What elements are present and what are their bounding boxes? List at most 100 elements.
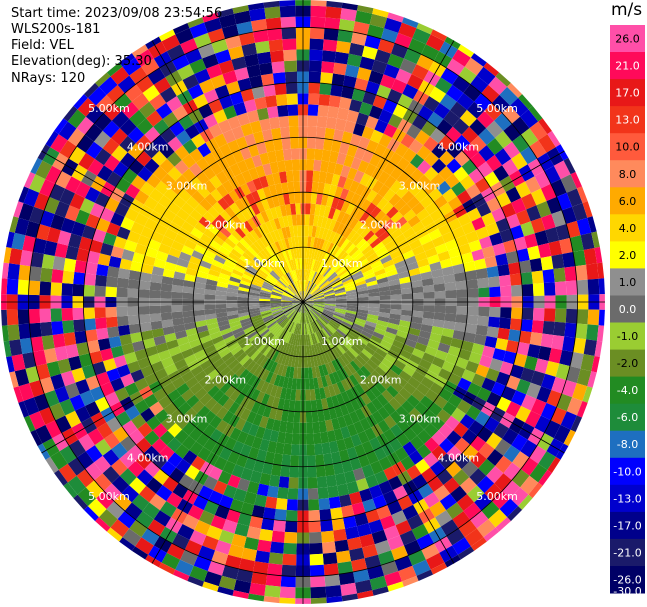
velocity-gate — [340, 379, 351, 392]
velocity-gate — [292, 258, 297, 270]
velocity-gate — [209, 353, 222, 365]
velocity-gate — [373, 143, 387, 158]
velocity-gate — [402, 227, 416, 239]
velocity-gate — [315, 274, 324, 285]
velocity-gate — [324, 217, 333, 230]
velocity-gate — [171, 284, 184, 293]
velocity-gate — [339, 325, 350, 334]
velocity-gate — [366, 189, 378, 203]
velocity-gate — [366, 450, 379, 465]
velocity-gate — [95, 491, 114, 510]
velocity-gate — [284, 343, 291, 355]
velocity-gate — [318, 498, 331, 510]
velocity-gate — [264, 451, 275, 464]
velocity-gate — [283, 193, 291, 205]
velocity-gate — [28, 280, 41, 296]
velocity-gate — [159, 430, 175, 446]
velocity-gate — [305, 312, 310, 324]
velocity-gate — [140, 226, 155, 239]
velocity-gate — [430, 173, 445, 188]
velocity-gate — [312, 421, 321, 434]
velocity-gate — [103, 483, 122, 502]
velocity-gate — [324, 574, 341, 587]
velocity-gate — [262, 314, 274, 321]
velocity-gate — [255, 550, 270, 564]
velocity-gate — [511, 469, 530, 488]
velocity-gate — [171, 240, 185, 252]
velocity-gate — [225, 35, 242, 50]
velocity-gate — [371, 410, 384, 424]
velocity-gate — [357, 590, 374, 599]
velocity-gate — [328, 207, 336, 220]
velocity-gate — [397, 93, 413, 109]
velocity-gate — [260, 381, 270, 394]
velocity-gate — [444, 313, 457, 323]
velocity-gate — [499, 86, 519, 106]
velocity-gate — [322, 552, 338, 565]
velocity-gate — [416, 23, 433, 35]
velocity-gate — [177, 64, 195, 80]
velocity-gate — [328, 231, 337, 243]
colorbar-tick-label: 13.0 — [615, 114, 640, 127]
velocity-gate — [566, 220, 581, 238]
velocity-gate — [336, 438, 347, 452]
velocity-gate — [202, 166, 216, 180]
velocity-gate — [315, 354, 322, 367]
velocity-gate — [261, 264, 272, 274]
velocity-gate — [540, 256, 554, 271]
velocity-gate — [414, 251, 428, 262]
velocity-gate — [362, 498, 377, 513]
velocity-gate — [561, 206, 577, 224]
velocity-gate — [257, 326, 269, 336]
velocity-gate — [321, 283, 332, 291]
velocity-gate — [360, 392, 372, 405]
velocity-gate — [303, 294, 312, 302]
velocity-gate — [251, 190, 261, 203]
velocity-gate — [597, 325, 605, 342]
velocity-gate — [309, 542, 323, 555]
velocity-gate — [412, 304, 424, 312]
velocity-gate — [259, 328, 270, 338]
velocity-gate — [206, 322, 219, 331]
velocity-gate — [294, 400, 301, 412]
velocity-gate — [320, 72, 334, 85]
velocity-gate — [270, 541, 284, 554]
velocity-gate — [134, 377, 149, 392]
velocity-gate — [203, 364, 216, 376]
colorbar-tick-label: -21.0 — [613, 546, 641, 559]
velocity-gate — [255, 200, 266, 213]
velocity-gate — [476, 519, 496, 538]
velocity-gate — [376, 84, 392, 100]
velocity-gate — [300, 280, 303, 292]
velocity-gate — [369, 437, 382, 451]
velocity-gate — [282, 292, 294, 298]
velocity-gate — [320, 160, 329, 173]
velocity-gate — [222, 129, 236, 144]
velocity-gate — [529, 140, 547, 159]
velocity-gate — [211, 373, 224, 386]
velocity-gate — [95, 317, 107, 330]
velocity-gate — [398, 221, 412, 234]
velocity-gate — [205, 313, 217, 320]
velocity-gate — [461, 460, 479, 478]
azimuth-spoke — [302, 40, 455, 303]
velocity-gate — [331, 260, 341, 271]
velocity-gate — [312, 272, 319, 283]
velocity-gate — [281, 294, 293, 299]
velocity-gate — [103, 432, 120, 450]
velocity-gate — [339, 403, 350, 416]
velocity-gate — [128, 429, 145, 445]
velocity-gate — [402, 83, 419, 100]
velocity-gate — [164, 363, 178, 376]
velocity-gate — [551, 335, 565, 350]
velocity-gate — [352, 123, 366, 137]
velocity-gate — [309, 310, 317, 321]
velocity-gate — [18, 383, 34, 401]
velocity-gate — [137, 166, 153, 182]
velocity-gate — [119, 468, 137, 486]
velocity-gate — [127, 314, 140, 325]
velocity-gate — [310, 356, 315, 368]
velocity-gate — [265, 383, 274, 396]
velocity-gate — [312, 306, 324, 312]
velocity-gate — [326, 0, 343, 8]
